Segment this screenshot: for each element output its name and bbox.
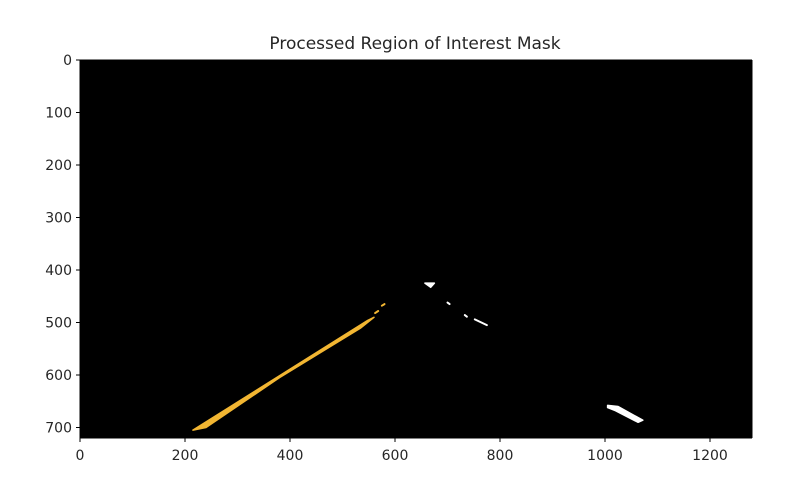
y-tick-label: 600: [45, 368, 72, 384]
y-tick-label: 0: [63, 53, 72, 69]
axes: 0 200 400 600 800 1000 1200 0 100 200 300 400 500 60…: [45, 53, 753, 464]
right-lane-dash: [473, 318, 488, 327]
y-tick-label: 500: [45, 316, 72, 332]
x-tick-label: 600: [382, 448, 409, 464]
y-tick-label: 200: [45, 158, 72, 174]
left-lane-dash-1: [374, 310, 380, 315]
x-tick-label: 800: [487, 448, 514, 464]
x-tick-label: 1000: [587, 448, 623, 464]
x-tick-label: 0: [76, 448, 85, 464]
y-tick-label: 700: [45, 421, 72, 437]
right-lane-top: [424, 282, 436, 289]
y-tick-label: 100: [45, 106, 72, 122]
x-tick-label: 400: [277, 448, 304, 464]
plot-area: [80, 60, 752, 438]
y-tick-label: 300: [45, 211, 72, 227]
x-tick-label: 200: [172, 448, 199, 464]
left-lane-line: [192, 316, 375, 431]
right-lane-dot-1: [446, 301, 451, 306]
right-lane-dot-2: [463, 314, 468, 318]
left-lane-dash-2: [380, 303, 386, 307]
x-tick-label: 1200: [692, 448, 728, 464]
chart-title: Processed Region of Interest Mask: [269, 34, 560, 54]
y-axis-ticks: 0 100 200 300 400 500 600 700: [45, 53, 80, 437]
image-background: [80, 60, 752, 438]
right-lane-bottom: [606, 404, 644, 424]
mask-layer: [192, 282, 644, 431]
x-axis-ticks: 0 200 400 600 800 1000 1200: [76, 438, 728, 464]
y-tick-label: 400: [45, 263, 72, 279]
